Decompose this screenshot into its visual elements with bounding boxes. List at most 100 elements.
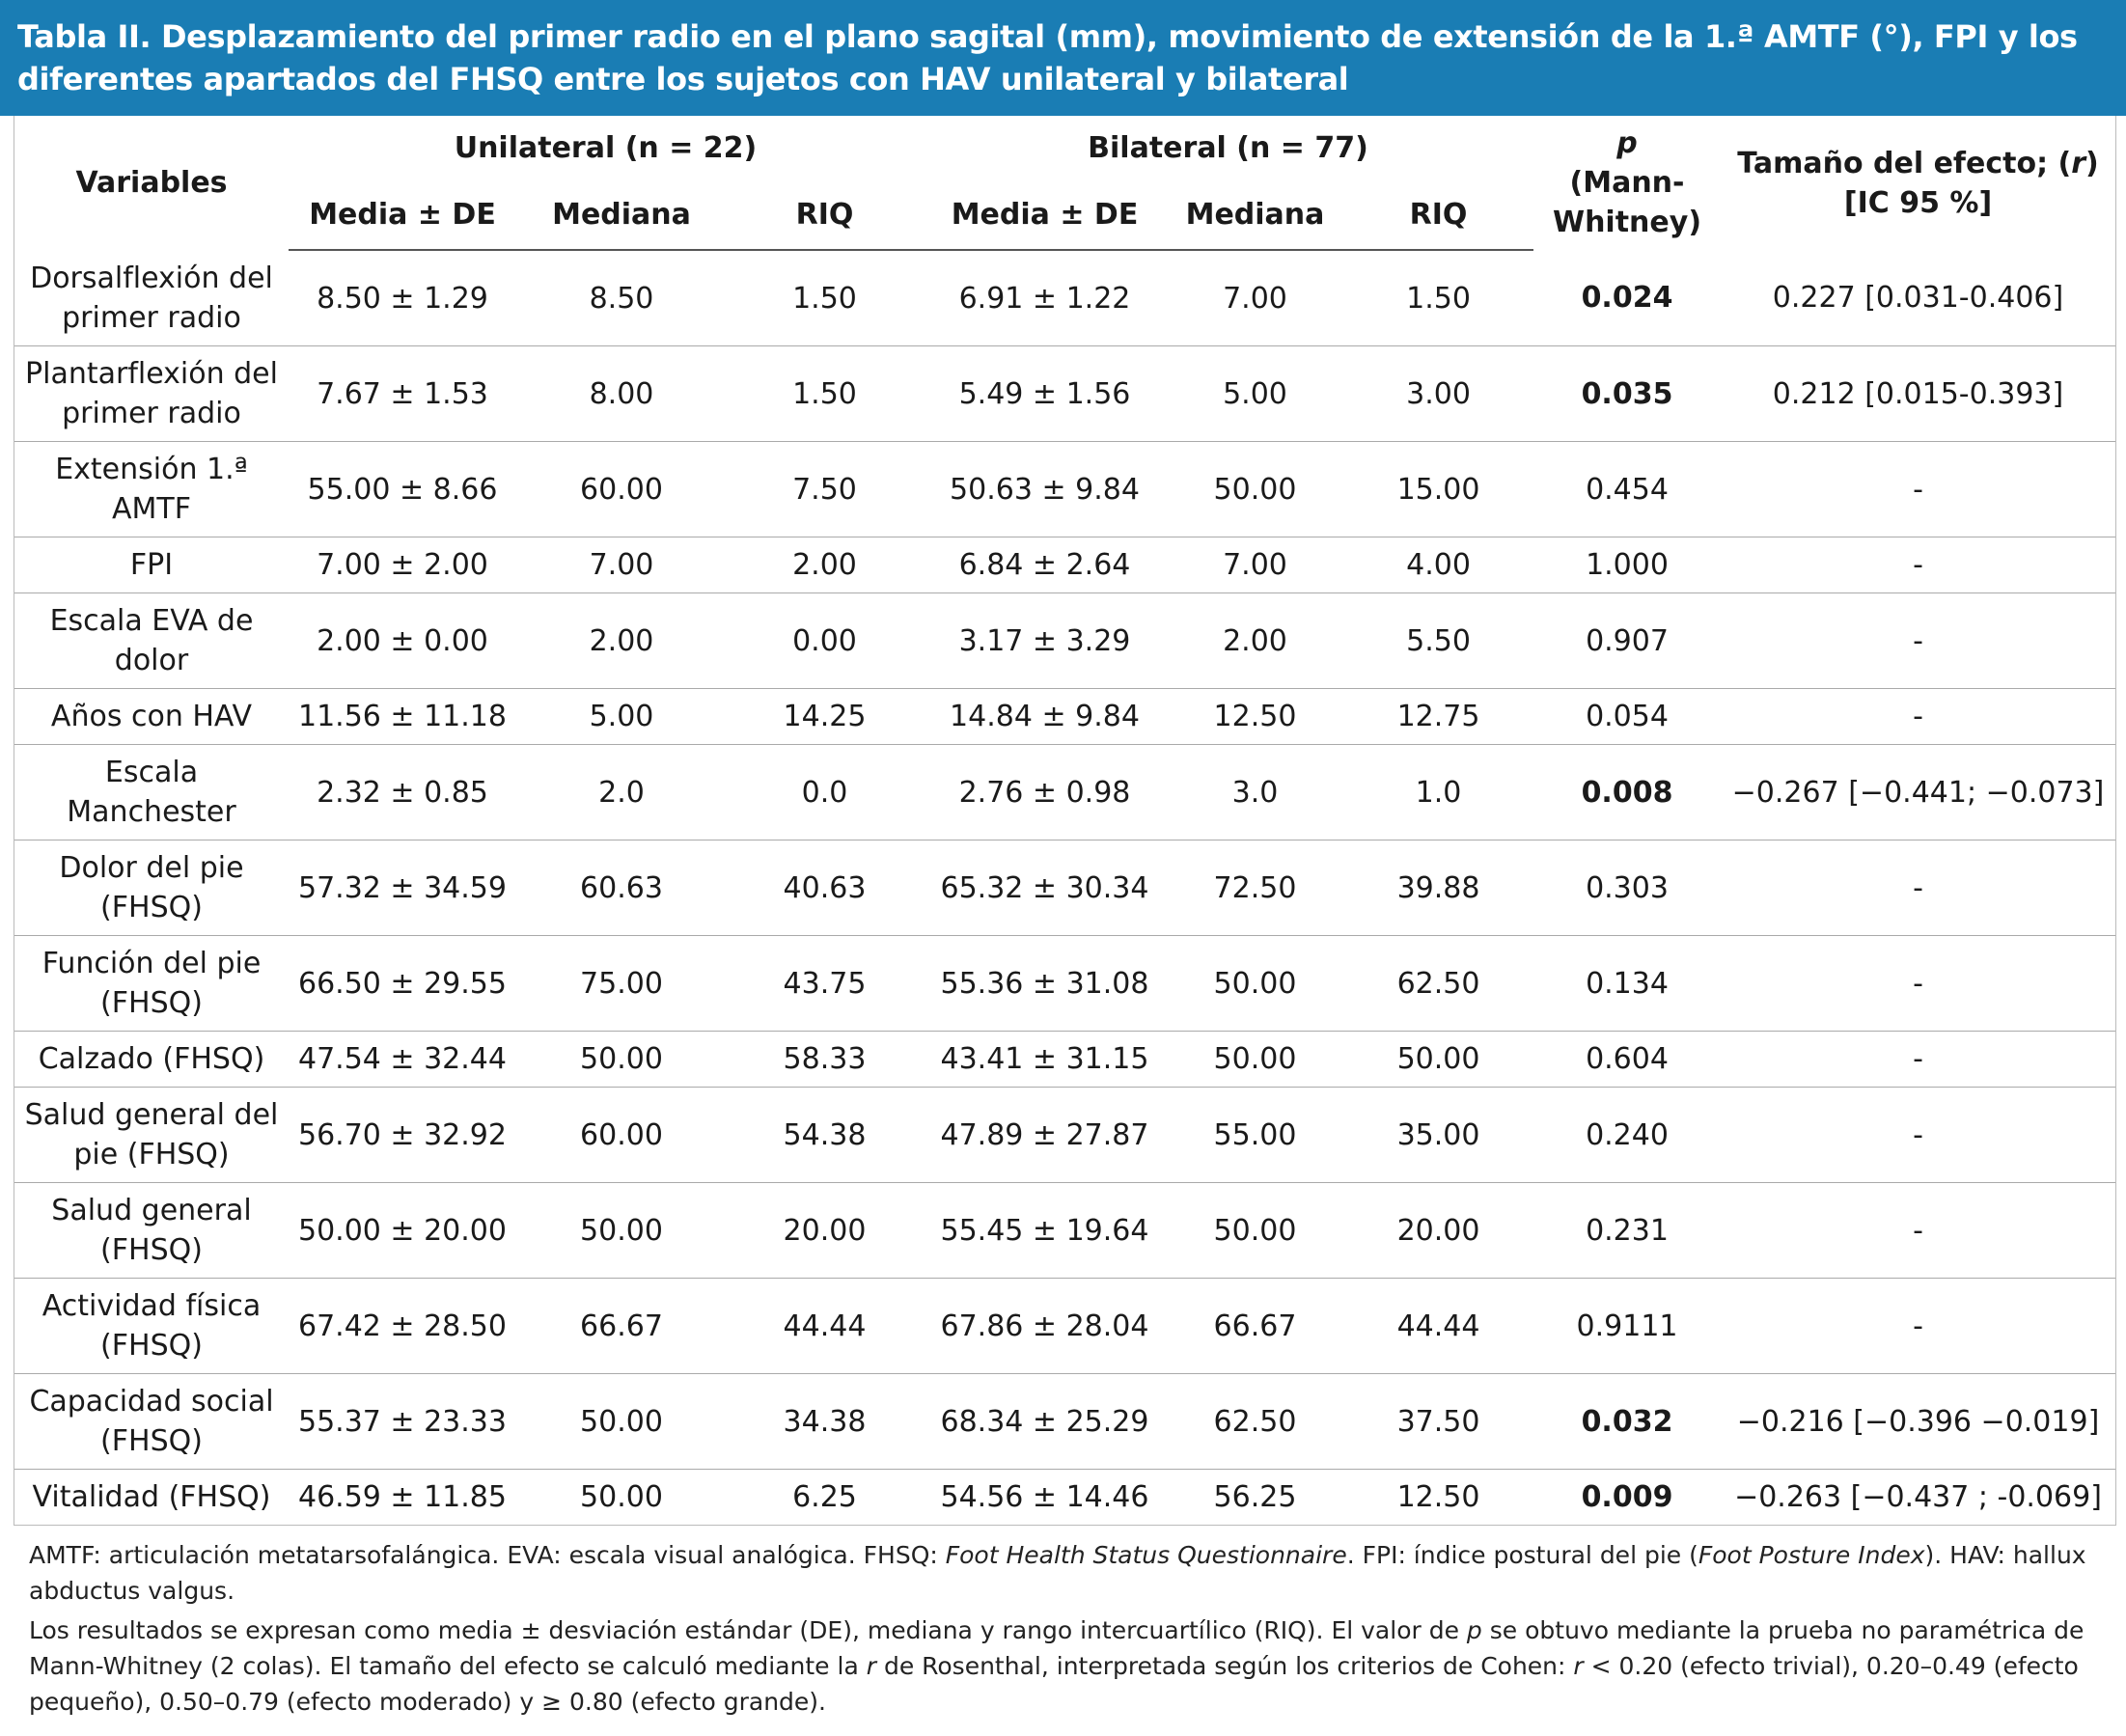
value-cell: 62.50 <box>1396 966 1480 1001</box>
value-cell: - <box>1913 1309 1923 1343</box>
footnote-text: AMTF: articulación metatarsofalángica. E… <box>29 1541 946 1569</box>
value-cell: 8.50 <box>589 281 654 316</box>
value-cell: 1.50 <box>792 376 857 411</box>
footnote-italic: Foot Posture Index <box>1698 1541 1925 1569</box>
p-cell: 0.454 <box>1586 472 1669 507</box>
value-cell: 2.32 ± 0.85 <box>317 775 488 810</box>
value-cell: 2.0 <box>598 775 645 810</box>
p-symbol: p <box>1616 126 1638 160</box>
value-cell: 50.00 <box>580 1480 663 1514</box>
subheader: Mediana <box>516 179 727 251</box>
value-cell: 7.67 ± 1.53 <box>317 376 488 411</box>
table-row: Años con HAV 11.56 ± 11.18 5.00 14.25 14.84 … <box>14 689 2115 745</box>
value-cell: 5.00 <box>1223 376 1287 411</box>
table-row: Capacidad social (FHSQ) 55.37 ± 23.33 50.0… <box>14 1374 2115 1470</box>
value-cell: −0.263 [−0.437 ; -0.069] <box>1734 1480 2102 1514</box>
value-cell: 0.212 [0.015-0.393] <box>1772 376 2064 411</box>
table-row: Calzado (FHSQ) 47.54 ± 32.44 50.00 58.33 43.… <box>14 1032 2115 1088</box>
footnote-text: ). HAV: hallux abductus valgus. <box>29 1541 2086 1605</box>
value-cell: 50.00 ± 20.00 <box>298 1213 507 1248</box>
value-cell: 60.00 <box>580 1117 663 1152</box>
value-cell: 8.50 ± 1.29 <box>317 281 488 316</box>
p-cell: 0.054 <box>1586 700 1669 733</box>
value-cell: 20.00 <box>1396 1213 1480 1248</box>
value-cell: 35.00 <box>1396 1117 1480 1152</box>
value-cell: 0.00 <box>792 623 857 658</box>
value-cell: 5.49 ± 1.56 <box>958 376 1131 411</box>
table-body: Dorsalflexión del primer radio 8.50 ± 1.2… <box>14 250 2115 1525</box>
value-cell: 44.44 <box>783 1309 867 1343</box>
table-row: Extensión 1.ª AMTF 55.00 ± 8.66 60.00 7.50 5… <box>14 442 2115 537</box>
value-cell: −0.267 [−0.441; −0.073] <box>1731 775 2105 810</box>
p-cell: 1.000 <box>1586 548 1669 582</box>
variable-cell: Vitalidad (FHSQ) <box>32 1480 271 1514</box>
variable-cell: Años con HAV <box>50 700 253 733</box>
p-cell: 0.240 <box>1586 1117 1669 1152</box>
subheader: RIQ <box>1343 179 1534 251</box>
value-cell: 2.00 <box>589 623 654 658</box>
value-cell: - <box>1913 472 1923 507</box>
value-cell: - <box>1913 1042 1923 1076</box>
variable-cell: Salud general del pie (FHSQ) <box>24 1098 279 1171</box>
table-row: Dorsalflexión del primer radio 8.50 ± 1.2… <box>14 250 2115 346</box>
value-cell: 43.41 ± 31.15 <box>940 1042 1149 1076</box>
value-cell: 50.00 <box>580 1042 663 1076</box>
value-cell: 75.00 <box>580 966 663 1001</box>
value-cell: 47.89 ± 27.87 <box>940 1117 1149 1152</box>
value-cell: 50.00 <box>1213 1213 1297 1248</box>
value-cell: 3.00 <box>1406 376 1471 411</box>
p-cell: 0.009 <box>1581 1480 1673 1514</box>
value-cell: 6.91 ± 1.22 <box>958 281 1131 316</box>
value-cell: 4.00 <box>1406 548 1471 582</box>
value-cell: 14.25 <box>783 700 867 733</box>
effect-ci: [IC 95 %] <box>1843 185 1993 220</box>
value-cell: 60.00 <box>580 472 663 507</box>
table-row: Función del pie (FHSQ) 66.50 ± 29.55 75.00… <box>14 936 2115 1032</box>
value-cell: 66.50 ± 29.55 <box>298 966 507 1001</box>
value-cell: 47.54 ± 32.44 <box>298 1042 507 1076</box>
footnote-italic: p <box>1466 1616 1482 1644</box>
value-cell: 2.76 ± 0.98 <box>958 775 1131 810</box>
value-cell: 55.00 <box>1213 1117 1297 1152</box>
table-row: Escala EVA de dolor 2.00 ± 0.00 2.00 0.00 3.… <box>14 593 2115 689</box>
value-cell: - <box>1913 548 1923 582</box>
value-cell: 3.0 <box>1231 775 1279 810</box>
value-cell: 40.63 <box>783 870 867 905</box>
value-cell: 39.88 <box>1396 870 1480 905</box>
value-cell: 50.00 <box>1213 966 1297 1001</box>
value-cell: 6.25 <box>792 1480 857 1514</box>
value-cell: 1.0 <box>1415 775 1462 810</box>
value-cell: 54.56 ± 14.46 <box>940 1480 1149 1514</box>
footnote: AMTF: articulación metatarsofalángica. E… <box>29 1537 2097 1609</box>
variable-cell: Actividad física (FHSQ) <box>41 1289 262 1363</box>
p-cell: 0.604 <box>1586 1042 1669 1076</box>
value-cell: 67.42 ± 28.50 <box>298 1309 507 1343</box>
value-cell: 50.00 <box>1396 1042 1480 1076</box>
value-cell: 37.50 <box>1396 1404 1480 1439</box>
value-cell: 6.84 ± 2.64 <box>958 548 1131 582</box>
value-cell: 46.59 ± 11.85 <box>298 1480 507 1514</box>
table-row: Vitalidad (FHSQ) 46.59 ± 11.85 50.00 6.25 54… <box>14 1470 2115 1526</box>
p-cell: 0.035 <box>1581 376 1673 411</box>
value-cell: 50.00 <box>580 1213 663 1248</box>
variable-cell: Dolor del pie (FHSQ) <box>59 851 244 924</box>
p-test: (Mann-Whitney) <box>1552 166 1702 239</box>
value-cell: 34.38 <box>783 1404 867 1439</box>
value-cell: - <box>1913 966 1923 1001</box>
value-cell: 2.00 <box>792 548 857 582</box>
value-cell: 58.33 <box>783 1042 867 1076</box>
table-row: Plantarflexión del primer radio 7.67 ± 1.… <box>14 346 2115 442</box>
table-row: Actividad física (FHSQ) 67.42 ± 28.50 66.6… <box>14 1279 2115 1374</box>
value-cell: 50.00 <box>1213 472 1297 507</box>
p-cell: 0.024 <box>1581 281 1673 315</box>
footnote-text: . FPI: índice postural del pie ( <box>1346 1541 1698 1569</box>
p-header: p (Mann-Whitney) <box>1533 116 1721 250</box>
value-cell: 66.67 <box>580 1309 663 1343</box>
value-cell: 8.00 <box>589 376 654 411</box>
value-cell: 5.50 <box>1406 623 1471 658</box>
value-cell: 20.00 <box>783 1213 867 1248</box>
value-cell: −0.216 [−0.396 −0.019] <box>1736 1404 2100 1439</box>
value-cell: 72.50 <box>1213 870 1297 905</box>
